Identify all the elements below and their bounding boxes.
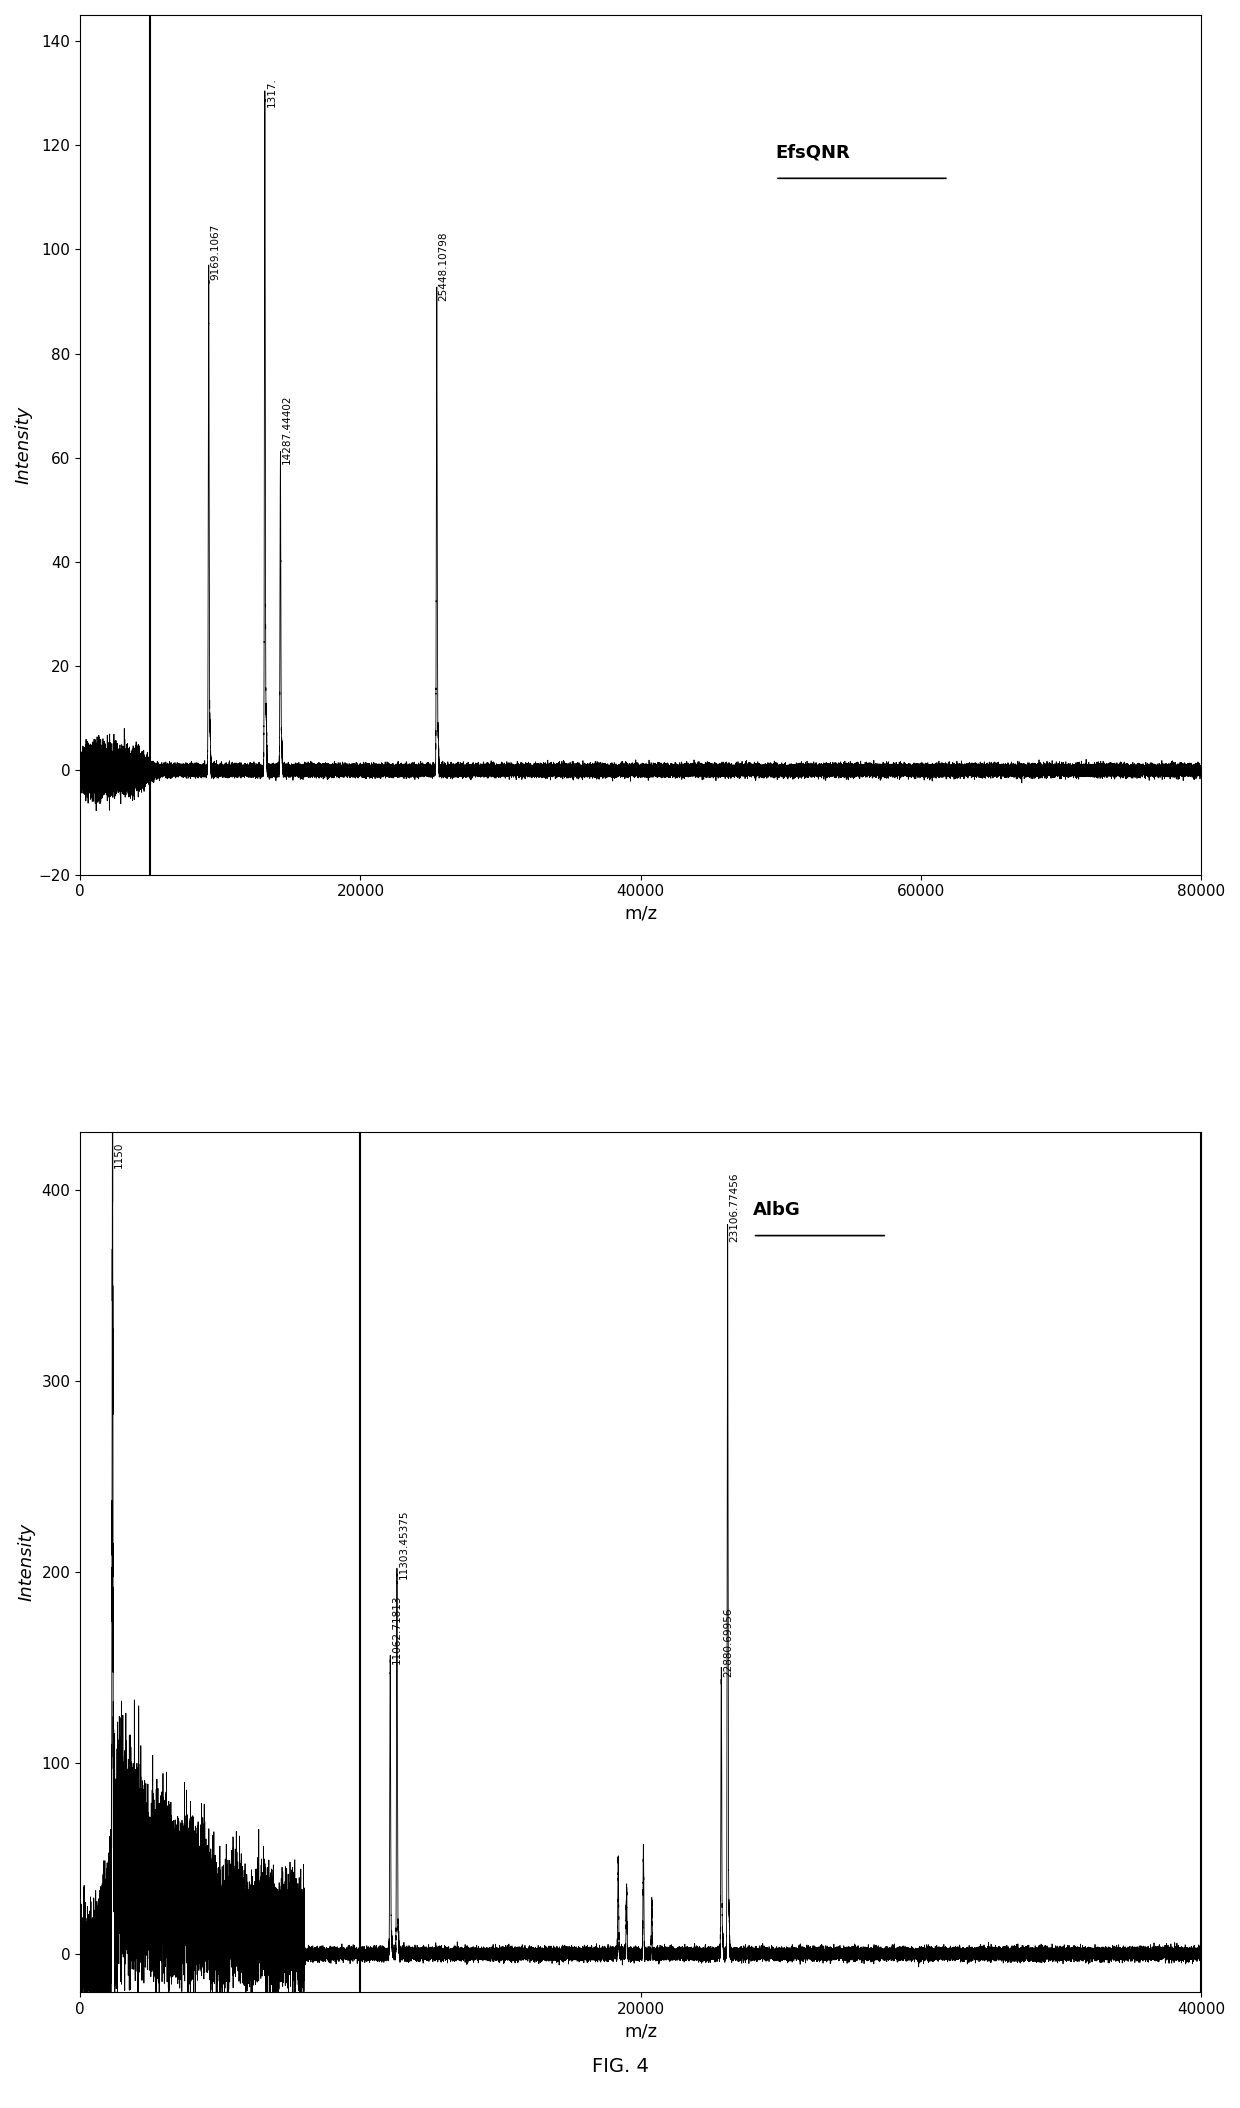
Text: 1150: 1150 [114,1140,124,1168]
Text: 23106.77456: 23106.77456 [729,1172,739,1242]
Text: 9169.1067: 9169.1067 [211,223,221,280]
Text: EfsQNR: EfsQNR [775,143,849,162]
Text: 25448.10798: 25448.10798 [439,232,449,301]
Text: FIG. 4: FIG. 4 [591,2057,649,2076]
X-axis label: m/z: m/z [624,904,657,923]
Text: 22880.69956: 22880.69956 [723,1606,733,1676]
Text: 11062.71813: 11062.71813 [392,1594,402,1663]
Text: AlbG: AlbG [753,1202,801,1218]
Text: 14287.44402: 14287.44402 [283,394,293,464]
Text: 1317.: 1317. [267,76,277,108]
Y-axis label: Intensity: Intensity [19,1524,36,1602]
Y-axis label: Intensity: Intensity [15,405,33,485]
X-axis label: m/z: m/z [624,2022,657,2041]
Text: 11303.45375: 11303.45375 [398,1509,409,1579]
